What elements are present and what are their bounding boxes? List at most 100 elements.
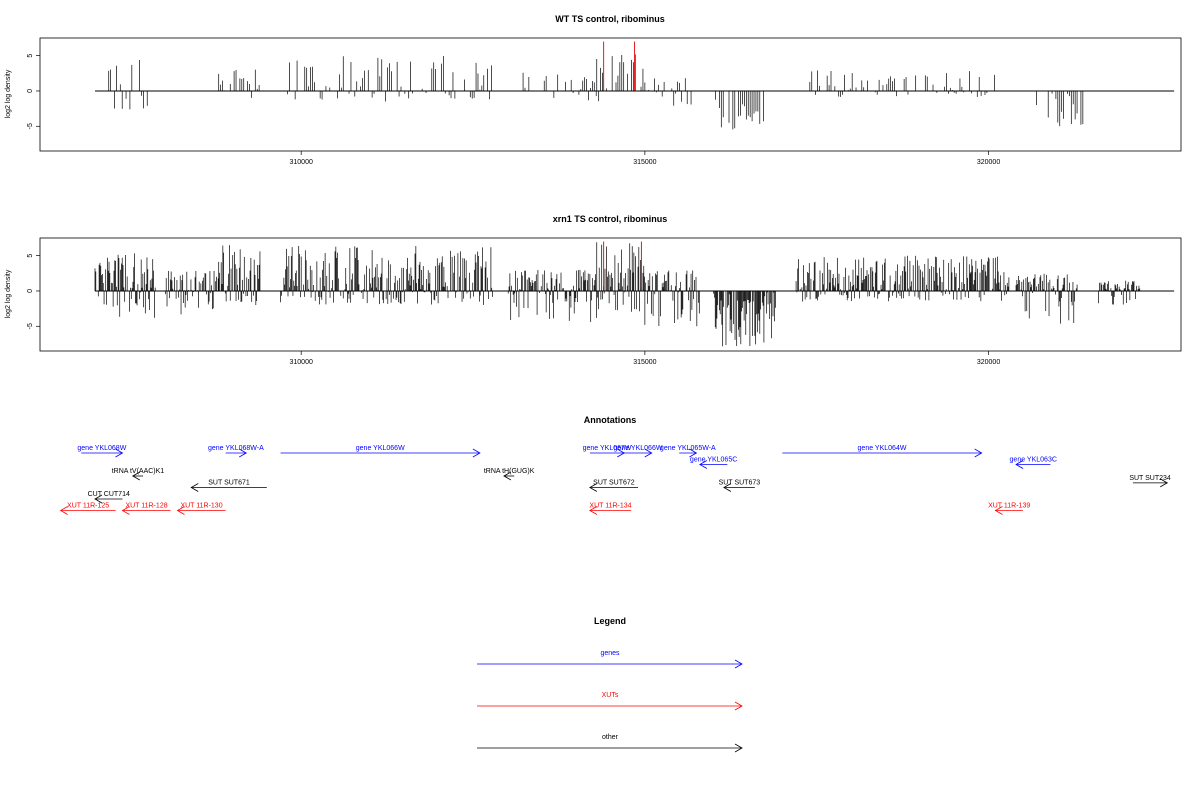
feature-label: gene YKL068W xyxy=(77,445,126,452)
feature-label: XUT 11R-130 xyxy=(180,503,222,510)
x-tick-label: 320000 xyxy=(977,359,1000,366)
y-tick-label: -5 xyxy=(27,323,34,329)
feature-arrow-head xyxy=(589,506,598,515)
density-bars xyxy=(108,54,1084,130)
feature-label: gene YKL067W xyxy=(583,445,632,452)
legend-label: XUTs xyxy=(602,692,619,699)
feature-other: SUT SUT672 xyxy=(589,480,638,492)
legend-item-genes: genes xyxy=(477,650,743,669)
y-axis: -5 0 5 xyxy=(27,254,40,329)
x-tick-label: 315000 xyxy=(633,359,656,366)
feature-genes: gene YKL068W xyxy=(77,445,127,458)
feature-arrow-head xyxy=(1015,460,1024,469)
legend-label: genes xyxy=(600,650,620,657)
y-tick-label: 0 xyxy=(27,289,34,293)
x-tick-label: 310000 xyxy=(290,359,313,366)
feature-arrow-head xyxy=(121,506,130,515)
legend-item-other: other xyxy=(477,734,743,753)
feature-arrow-head xyxy=(503,471,512,481)
feature-label: XUT 11R-134 xyxy=(589,503,631,510)
feature-xuts: XUT 11R-139 xyxy=(988,503,1030,515)
highlight-bars xyxy=(603,241,642,291)
legend: Legend genes XUTs other xyxy=(477,616,743,753)
feature-label: gene YKL066W xyxy=(614,445,663,452)
x-axis: 310000 315000 320000 xyxy=(290,351,1000,366)
legend-label: other xyxy=(602,734,619,741)
feature-arrow-head xyxy=(115,448,124,458)
annotations-title: Annotations xyxy=(584,415,637,425)
feature-label: XUT 11R-125 xyxy=(67,503,109,510)
feature-genes: gene YKL063C xyxy=(1010,457,1057,469)
feature-label: SUT SUT234 xyxy=(1129,475,1171,482)
y-axis-label: log2 log density xyxy=(5,69,12,118)
density-panel-wt: WT TS control, ribominus 310000 315000 320… xyxy=(5,14,1182,166)
feature-arrow-head xyxy=(59,506,68,515)
legend-items: genes XUTs other xyxy=(477,650,743,753)
x-tick-label: 320000 xyxy=(977,159,1000,166)
feature-arrow-head xyxy=(994,506,1003,515)
feature-arrow-head xyxy=(689,448,698,458)
panel-title: WT TS control, ribominus xyxy=(555,14,665,24)
feature-arrow-head xyxy=(974,448,983,458)
y-tick-label: 5 xyxy=(27,54,34,58)
y-axis: -5 0 5 xyxy=(27,54,40,129)
legend-arrow-head xyxy=(734,659,743,669)
feature-label: gene YKL068W-A xyxy=(208,445,264,452)
y-tick-label: 0 xyxy=(27,89,34,93)
x-axis: 310000 315000 320000 xyxy=(290,151,1000,166)
legend-arrow-head xyxy=(734,743,743,753)
feature-arrow-head xyxy=(1160,478,1169,488)
highlight-bars xyxy=(603,41,636,91)
plot-frame xyxy=(39,37,1182,152)
feature-arrow-head xyxy=(589,483,598,492)
feature-genes: gene YKL065C xyxy=(690,457,737,469)
feature-arrow-head xyxy=(699,460,708,469)
feature-label: tRNA tH(GUG)K xyxy=(484,468,535,475)
y-tick-label: -5 xyxy=(27,123,34,129)
feature-other: SUT SUT234 xyxy=(1129,475,1171,488)
legend-arrow-head xyxy=(734,701,743,711)
feature-label: gene YKL065C xyxy=(690,457,737,464)
feature-genes: gene YKL068W-A xyxy=(208,445,264,458)
feature-label: SUT SUT673 xyxy=(719,480,761,487)
feature-label: gene YKL064W xyxy=(858,445,907,452)
feature-other: SUT SUT673 xyxy=(719,480,761,492)
x-tick-label: 315000 xyxy=(633,159,656,166)
feature-label: gene YKL066W xyxy=(356,445,405,452)
feature-label: tRNA tV(AAC)K1 xyxy=(112,468,165,475)
feature-arrow-head xyxy=(176,506,185,515)
panel-title: xrn1 TS control, ribominus xyxy=(553,214,668,224)
feature-arrow-head xyxy=(239,448,248,458)
feature-arrow-head xyxy=(472,448,481,458)
feature-label: CUT CUT714 xyxy=(88,491,130,498)
density-panel-xrn1: xrn1 TS control, ribominus 310000 315000 3… xyxy=(5,214,1182,366)
feature-other: tRNA tV(AAC)K1 xyxy=(112,468,165,481)
feature-other: tRNA tH(GUG)K xyxy=(484,468,535,481)
feature-genes: gene YKL065W-A xyxy=(660,445,716,458)
feature-genes: gene YKL066W xyxy=(280,445,481,458)
feature-arrow-head xyxy=(723,483,732,492)
legend-title: Legend xyxy=(594,616,626,626)
plot-frame xyxy=(39,237,1182,352)
feature-label: gene YKL063C xyxy=(1010,457,1057,464)
feature-arrow-head xyxy=(190,483,199,492)
feature-xuts: XUT 11R-130 xyxy=(176,503,226,515)
x-tick-label: 310000 xyxy=(290,159,313,166)
y-tick-label: 5 xyxy=(27,254,34,258)
feature-label: XUT 11R-139 xyxy=(988,503,1030,510)
feature-genes: gene YKL066W xyxy=(614,445,663,458)
feature-arrow-head xyxy=(94,494,103,504)
feature-arrow-head xyxy=(131,471,140,481)
density-bars xyxy=(94,242,1141,347)
feature-arrow-head xyxy=(644,448,653,458)
feature-label: XUT 11R-128 xyxy=(125,503,167,510)
feature-label: gene YKL065W-A xyxy=(660,445,716,452)
feature-xuts: XUT 11R-125 xyxy=(59,503,116,515)
y-axis-label: log2 log density xyxy=(5,269,12,318)
feature-xuts: XUT 11R-134 xyxy=(589,503,632,515)
feature-other: SUT SUT671 xyxy=(190,480,267,492)
feature-label: SUT SUT671 xyxy=(208,480,250,487)
feature-label: SUT SUT672 xyxy=(593,480,635,487)
annotations-track: Annotations gene YKL068W gene YKL068W-A ge… xyxy=(59,415,1171,515)
